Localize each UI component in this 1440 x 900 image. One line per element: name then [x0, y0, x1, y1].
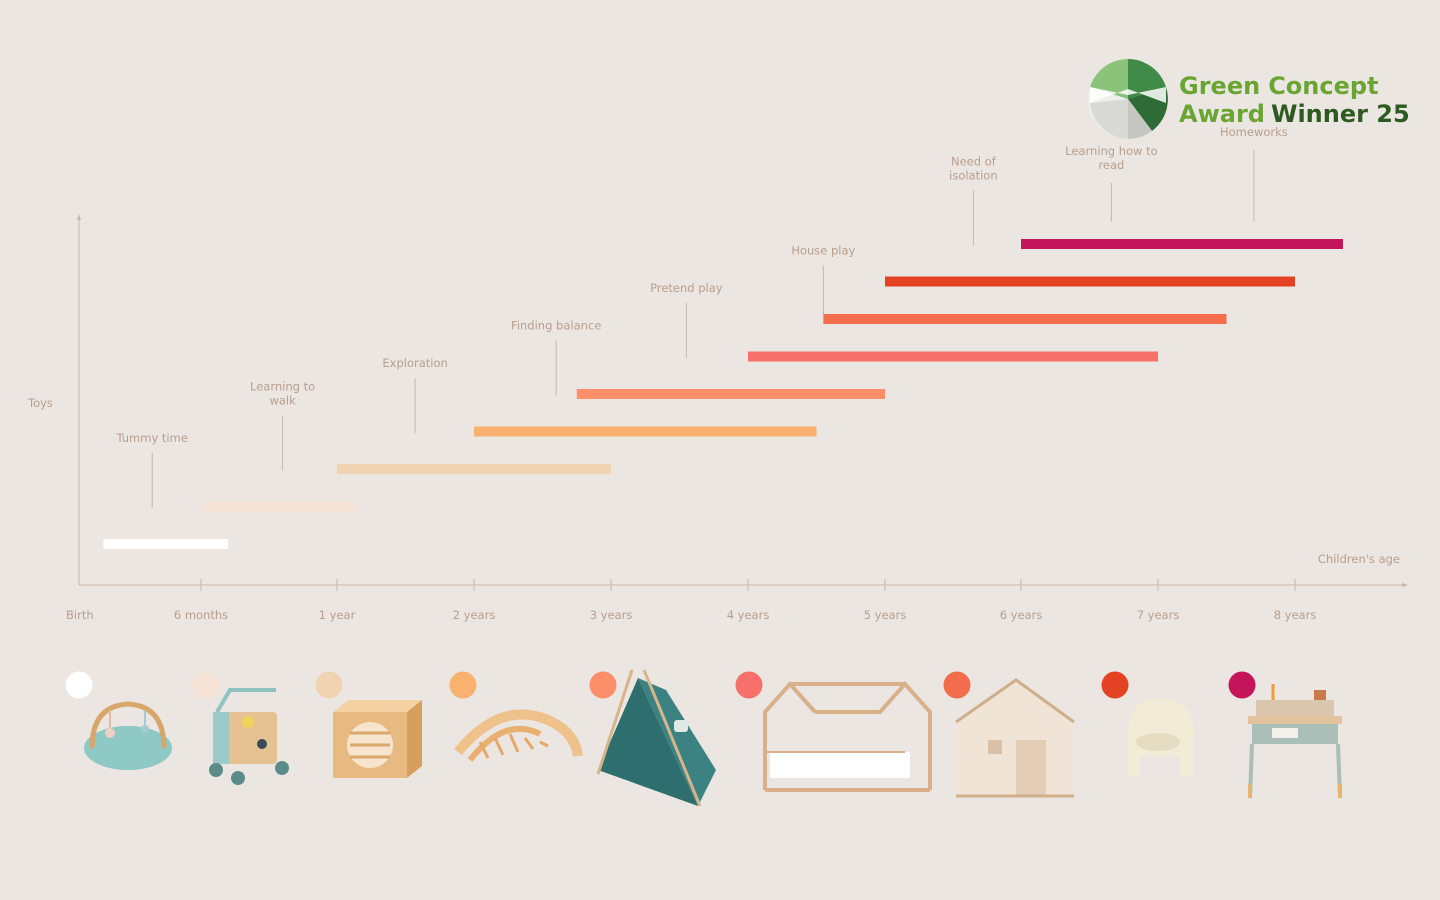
stage-label-s4: Pretend play: [650, 281, 723, 295]
x-axis-arrow: [1402, 583, 1408, 587]
product-dot-house-bed: [735, 671, 763, 699]
x-tick-label-4: 3 years: [590, 608, 633, 622]
product-dot-teepee-tent: [589, 671, 617, 699]
product-dot-play-house: [943, 671, 971, 699]
play-house-icon: [955, 678, 1075, 798]
product-dot-climbing-arch: [449, 671, 477, 699]
stage-label-s7: Need of isolation: [949, 155, 998, 183]
tent-icon: [596, 669, 716, 807]
age-bars: [103, 239, 1343, 549]
stage-label-s3: Finding balance: [511, 319, 601, 333]
x-tick-label-5: 4 years: [727, 608, 770, 622]
stage-labels: Tummy time Learning to walk Exploration Find…: [115, 125, 1288, 508]
y-axis-arrow: [77, 214, 81, 220]
walker-icon: [209, 688, 289, 785]
award-line2: Award Winner 25: [1179, 100, 1410, 128]
x-tick-label-9: 8 years: [1274, 608, 1317, 622]
bar-8: [1021, 239, 1343, 249]
bar-1: [201, 501, 358, 512]
play-gym-icon: [84, 701, 172, 770]
product-dot-desk: [1228, 671, 1256, 699]
award-logo: [1088, 59, 1168, 139]
bar-7: [885, 276, 1295, 287]
stage-label-extra-1: Homeworks: [1220, 125, 1288, 139]
desk-icon: [1248, 684, 1342, 799]
x-ticks: Birth 6 months 1 year 2 years 3 years 4 years…: [66, 579, 1316, 622]
armchair-icon: [1127, 698, 1195, 776]
bar-0: [103, 539, 229, 549]
stage-label-s0: Tummy time: [115, 431, 187, 445]
cube-icon: [333, 700, 422, 778]
product-dot-activity-walker: [192, 671, 220, 699]
stage-label-s1: Learning to walk: [250, 380, 315, 408]
bar-2: [337, 464, 611, 474]
bar-3: [474, 426, 817, 437]
x-tick-label-0: Birth: [66, 608, 94, 622]
award-line1: Green Concept: [1179, 72, 1379, 100]
bar-6: [823, 314, 1227, 324]
arch-icon: [454, 709, 583, 762]
bar-4: [576, 389, 885, 399]
bar-5: [748, 351, 1158, 362]
x-tick-label-7: 6 years: [1000, 608, 1043, 622]
x-tick-label-2: 1 year: [319, 608, 356, 622]
stage-label-extra-0: Learning how to read: [1065, 144, 1158, 172]
x-tick-label-3: 2 years: [453, 608, 496, 622]
product-dot-play-gym: [65, 671, 93, 699]
stage-label-s5: House play: [791, 244, 855, 258]
house-bed-icon: [763, 680, 932, 792]
x-axis-label: Children's age: [1318, 552, 1400, 566]
product-dot-play-cube: [315, 671, 343, 699]
x-tick-label-1: 6 months: [174, 608, 228, 622]
x-tick-label-6: 5 years: [864, 608, 907, 622]
product-dot-armchair: [1101, 671, 1129, 699]
x-tick-label-8: 7 years: [1137, 608, 1180, 622]
y-axis-label: Toys: [27, 396, 53, 410]
stage-label-s2: Exploration: [382, 356, 447, 370]
product-row: [65, 669, 1342, 807]
